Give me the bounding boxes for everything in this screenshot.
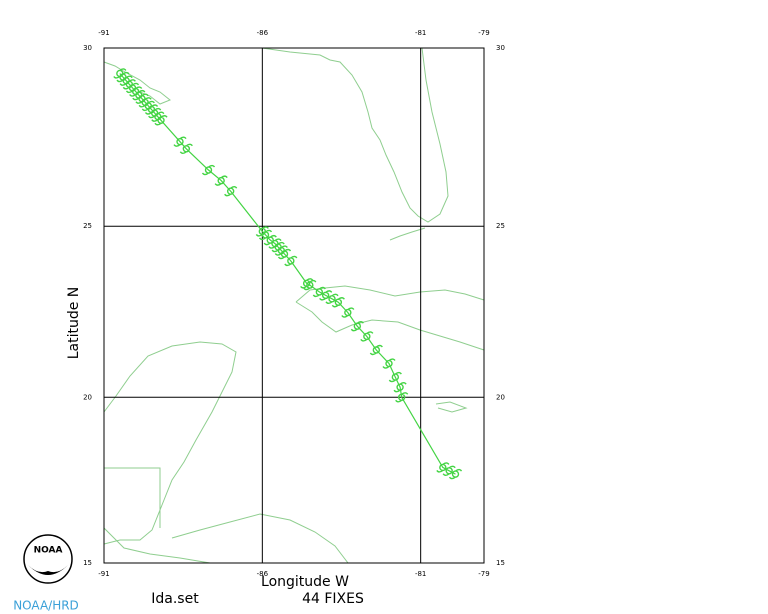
storm-fix bbox=[173, 136, 187, 147]
logo-bird bbox=[28, 565, 68, 575]
y-tick-label: 20 bbox=[83, 393, 92, 401]
storm-fix bbox=[263, 234, 277, 246]
x-tick-label: -86 bbox=[257, 29, 269, 37]
storm-fix bbox=[325, 293, 339, 305]
storm-fix bbox=[224, 185, 238, 197]
storm-fix bbox=[312, 286, 326, 298]
storm-fix bbox=[113, 68, 127, 79]
coastline bbox=[104, 467, 161, 528]
fix-count: 44 FIXES bbox=[302, 591, 364, 607]
credit: NOAA/HRD bbox=[13, 599, 79, 613]
storm-fix bbox=[331, 297, 345, 308]
storm-fix bbox=[303, 279, 317, 291]
coastline bbox=[103, 61, 171, 105]
coastline bbox=[103, 341, 237, 545]
storm-fix bbox=[148, 107, 162, 119]
storm-fix bbox=[388, 371, 402, 383]
x-tick-label: -86 bbox=[257, 570, 269, 578]
storm-fix bbox=[369, 344, 383, 356]
storm-fix bbox=[274, 245, 288, 256]
y-tick-label: 25 bbox=[83, 222, 92, 230]
logo: NOAA bbox=[23, 534, 73, 584]
storm-fix bbox=[360, 331, 374, 342]
coastline bbox=[295, 301, 485, 351]
y-tick-label: 30 bbox=[83, 44, 92, 52]
storm-fix bbox=[122, 79, 136, 90]
storm-fix bbox=[395, 392, 409, 403]
storm-fix bbox=[125, 82, 140, 94]
storm-fix bbox=[141, 100, 155, 112]
logo-text: NOAA bbox=[34, 546, 63, 556]
storm-fix bbox=[258, 229, 273, 241]
y-tick-label: 15 bbox=[83, 559, 92, 567]
logo-ring bbox=[23, 534, 73, 584]
x-tick-label: -79 bbox=[478, 29, 489, 37]
storm-fix bbox=[201, 164, 216, 176]
x-tick-label: -79 bbox=[478, 570, 489, 578]
storm-fix bbox=[319, 290, 333, 301]
y-tick-label: 15 bbox=[496, 559, 505, 567]
coastline bbox=[261, 47, 449, 223]
storm-fix bbox=[179, 143, 193, 154]
storm-fix bbox=[284, 255, 298, 267]
storm-fix bbox=[300, 278, 314, 289]
storm-fix bbox=[144, 104, 159, 115]
coastline bbox=[171, 513, 349, 564]
coastline bbox=[389, 227, 426, 241]
storm-fix bbox=[116, 71, 130, 83]
storm-fix bbox=[436, 462, 450, 473]
coastline bbox=[435, 401, 468, 413]
storm-fix bbox=[138, 97, 152, 108]
y-tick-label: 20 bbox=[496, 393, 505, 401]
y-tick-label: 25 bbox=[496, 222, 505, 230]
storm-fix bbox=[129, 86, 143, 97]
storm-fix bbox=[448, 468, 463, 480]
storm-fix bbox=[277, 248, 292, 260]
storm-fix bbox=[154, 115, 168, 126]
x-tick-label: -81 bbox=[415, 570, 426, 578]
storm-fix bbox=[132, 89, 146, 101]
x-axis-label: Longitude W bbox=[261, 574, 349, 590]
coastlines bbox=[103, 47, 485, 564]
x-tick-label: -91 bbox=[98, 570, 109, 578]
file-name: Ida.set bbox=[151, 591, 199, 607]
y-axis-label: Latitude N bbox=[66, 287, 82, 360]
y-tick-label: 30 bbox=[496, 44, 505, 52]
plot-frame bbox=[103, 47, 485, 564]
storm-fix bbox=[119, 75, 133, 86]
storm-fix bbox=[214, 175, 228, 186]
storm-fix bbox=[341, 307, 355, 318]
storm-fix bbox=[393, 381, 407, 393]
track-line bbox=[119, 73, 456, 475]
storm-fix bbox=[271, 241, 285, 253]
storm-fix bbox=[442, 465, 456, 476]
storm-fix bbox=[255, 226, 269, 237]
storm-fix bbox=[350, 320, 364, 332]
storm-fix bbox=[135, 93, 149, 104]
x-tick-label: -81 bbox=[415, 29, 426, 37]
storm-fix bbox=[382, 358, 396, 369]
x-tick-label: -91 bbox=[98, 29, 109, 37]
storm-fix bbox=[151, 111, 165, 122]
coastline bbox=[103, 527, 211, 564]
